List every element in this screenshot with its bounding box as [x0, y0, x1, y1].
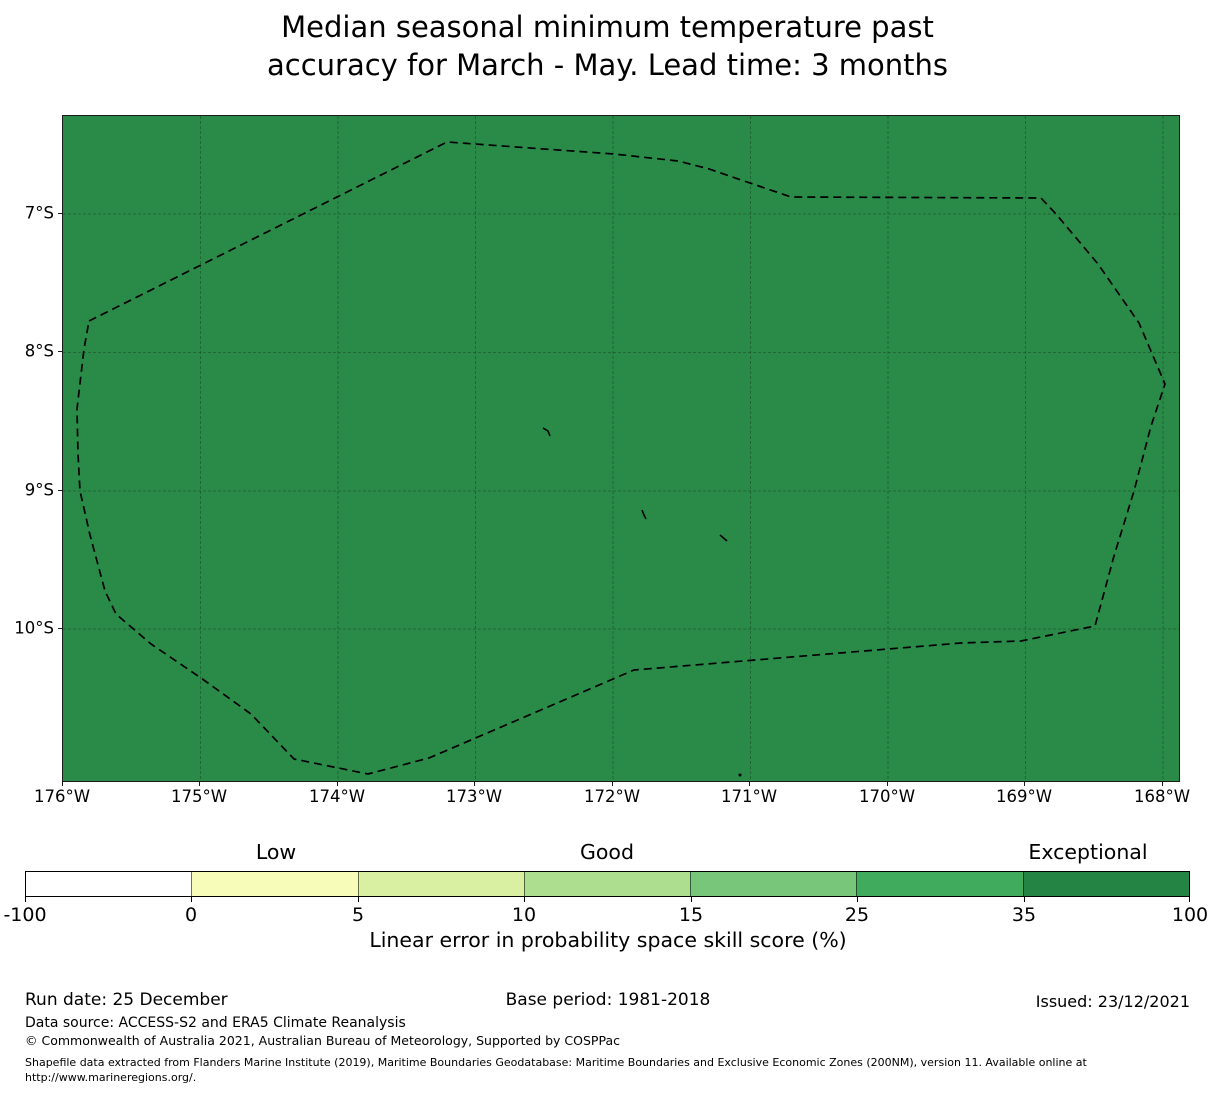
y-tickmark	[58, 213, 62, 214]
colorbar-segment	[690, 872, 857, 896]
y-tick-label: 8°S	[24, 341, 54, 361]
issued-date-text: Issued: 23/12/2021	[1035, 992, 1190, 1011]
run-date-text: Run date: 25 December	[25, 990, 228, 1010]
shapefile-note-line-1: Shapefile data extracted from Flanders M…	[25, 1056, 1087, 1069]
eez-boundary	[76, 141, 1166, 775]
colorbar-tick-label: 15	[678, 904, 704, 926]
colorbar-tickmark	[1189, 897, 1190, 902]
x-tick-label: 175°W	[170, 787, 228, 806]
x-tick-label: 169°W	[995, 787, 1053, 806]
colorbar-tick-label: 10	[511, 904, 537, 926]
x-tickmark	[1024, 782, 1025, 786]
x-tickmark	[474, 782, 475, 786]
colorbar-category-exceptional: Exceptional	[1028, 840, 1148, 864]
x-tickmark	[612, 782, 613, 786]
colorbar-tick-label: 0	[184, 904, 198, 926]
x-tickmark	[749, 782, 750, 786]
colorbar-tick-label: -100	[3, 904, 47, 926]
colorbar-axis-label: Linear error in probability space skill …	[369, 928, 847, 952]
x-tickmark	[887, 782, 888, 786]
title-line-1: Median seasonal minimum temperature past	[281, 10, 934, 44]
y-tickmark	[58, 490, 62, 491]
colorbar-tickmark	[25, 897, 26, 902]
island-mark	[641, 509, 647, 520]
colorbar-segment	[523, 872, 691, 896]
colorbar-tickmark	[691, 897, 692, 902]
colorbar-segment	[357, 872, 524, 896]
colorbar-tickmark	[191, 897, 192, 902]
x-tick-label: 171°W	[720, 787, 778, 806]
colorbar-tickmark	[857, 897, 858, 902]
island-mark	[738, 773, 742, 777]
colorbar-tickmark	[1024, 897, 1025, 902]
y-tick-label: 10°S	[14, 618, 54, 638]
colorbar-segment	[1022, 872, 1189, 896]
x-tick-label: 172°W	[583, 787, 641, 806]
x-tickmark	[199, 782, 200, 786]
island-mark	[719, 534, 728, 542]
x-tickmark	[1162, 782, 1163, 786]
colorbar-segment	[856, 872, 1023, 896]
colorbar-tick-label: 35	[1011, 904, 1037, 926]
colorbar-category-good: Good	[580, 840, 634, 864]
colorbar-segment	[191, 872, 358, 896]
y-tickmark	[58, 628, 62, 629]
colorbar	[25, 871, 1190, 897]
x-tick-label: 176°W	[33, 787, 91, 806]
y-tick-label: 7°S	[24, 203, 54, 223]
gridlines	[63, 116, 1179, 781]
x-tick-label: 173°W	[445, 787, 503, 806]
shapefile-note-line-2: http://www.marineregions.org/.	[25, 1071, 197, 1084]
title-line-2: accuracy for March - May. Lead time: 3 m…	[266, 48, 948, 82]
colorbar-tickmark	[358, 897, 359, 902]
x-tick-label: 168°W	[1133, 787, 1191, 806]
base-period-text: Base period: 1981-2018	[505, 990, 711, 1010]
colorbar-tick-label: 100	[1171, 904, 1209, 926]
shapefile-note: Shapefile data extracted from Flanders M…	[25, 1055, 1087, 1085]
data-source-text: Data source: ACCESS-S2 and ERA5 Climate …	[25, 1015, 406, 1031]
map-plot	[62, 115, 1180, 782]
island-marks	[542, 427, 742, 777]
x-tick-label: 174°W	[308, 787, 366, 806]
y-tickmark	[58, 351, 62, 352]
colorbar-tick-label: 25	[844, 904, 870, 926]
island-mark	[542, 427, 551, 437]
colorbar-category-low: Low	[255, 840, 297, 864]
copyright-text: © Commonwealth of Australia 2021, Austra…	[25, 1033, 620, 1048]
page-title: Median seasonal minimum temperature past…	[0, 8, 1215, 84]
x-tickmark	[337, 782, 338, 786]
y-tick-label: 9°S	[24, 480, 54, 500]
colorbar-tickmark	[524, 897, 525, 902]
x-tick-label: 170°W	[858, 787, 916, 806]
colorbar-segment	[26, 872, 192, 896]
x-tickmark	[62, 782, 63, 786]
colorbar-tick-label: 5	[351, 904, 365, 926]
map-canvas	[63, 116, 1179, 781]
